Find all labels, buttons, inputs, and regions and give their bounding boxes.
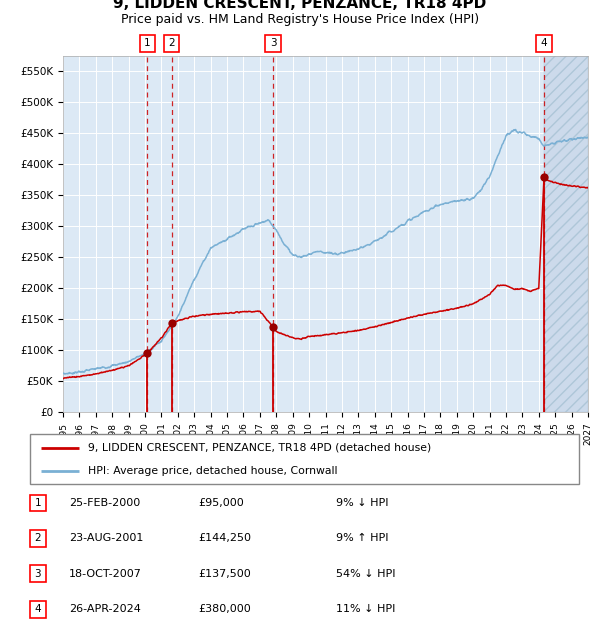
Text: 9, LIDDEN CRESCENT, PENZANCE, TR18 4PD (detached house): 9, LIDDEN CRESCENT, PENZANCE, TR18 4PD (… xyxy=(88,443,431,453)
Text: 1: 1 xyxy=(144,38,151,48)
Text: 4: 4 xyxy=(541,38,547,48)
Text: 3: 3 xyxy=(269,38,277,48)
Text: 18-OCT-2007: 18-OCT-2007 xyxy=(69,569,142,579)
FancyBboxPatch shape xyxy=(30,530,46,547)
Bar xyxy=(544,56,588,412)
Text: 23-AUG-2001: 23-AUG-2001 xyxy=(69,533,143,544)
Text: Price paid vs. HM Land Registry's House Price Index (HPI): Price paid vs. HM Land Registry's House … xyxy=(121,13,479,26)
Text: £380,000: £380,000 xyxy=(198,604,251,614)
FancyBboxPatch shape xyxy=(164,35,179,52)
FancyBboxPatch shape xyxy=(30,565,46,582)
Text: £144,250: £144,250 xyxy=(198,533,251,544)
Text: 9% ↓ HPI: 9% ↓ HPI xyxy=(336,498,389,508)
Text: 11% ↓ HPI: 11% ↓ HPI xyxy=(336,604,395,614)
Text: £137,500: £137,500 xyxy=(198,569,251,579)
Text: HPI: Average price, detached house, Cornwall: HPI: Average price, detached house, Corn… xyxy=(88,466,337,476)
Text: 4: 4 xyxy=(34,604,41,614)
FancyBboxPatch shape xyxy=(30,601,46,618)
Text: 9% ↑ HPI: 9% ↑ HPI xyxy=(336,533,389,544)
Text: 3: 3 xyxy=(34,569,41,579)
FancyBboxPatch shape xyxy=(265,35,281,52)
Text: 54% ↓ HPI: 54% ↓ HPI xyxy=(336,569,395,579)
FancyBboxPatch shape xyxy=(30,495,46,512)
Text: 2: 2 xyxy=(34,533,41,544)
FancyBboxPatch shape xyxy=(140,35,155,52)
Text: 25-FEB-2000: 25-FEB-2000 xyxy=(69,498,140,508)
Text: 2: 2 xyxy=(169,38,175,48)
Text: 9, LIDDEN CRESCENT, PENZANCE, TR18 4PD: 9, LIDDEN CRESCENT, PENZANCE, TR18 4PD xyxy=(113,0,487,11)
Text: £95,000: £95,000 xyxy=(198,498,244,508)
FancyBboxPatch shape xyxy=(30,434,579,484)
Text: 26-APR-2024: 26-APR-2024 xyxy=(69,604,141,614)
FancyBboxPatch shape xyxy=(536,35,551,52)
Text: 1: 1 xyxy=(34,498,41,508)
